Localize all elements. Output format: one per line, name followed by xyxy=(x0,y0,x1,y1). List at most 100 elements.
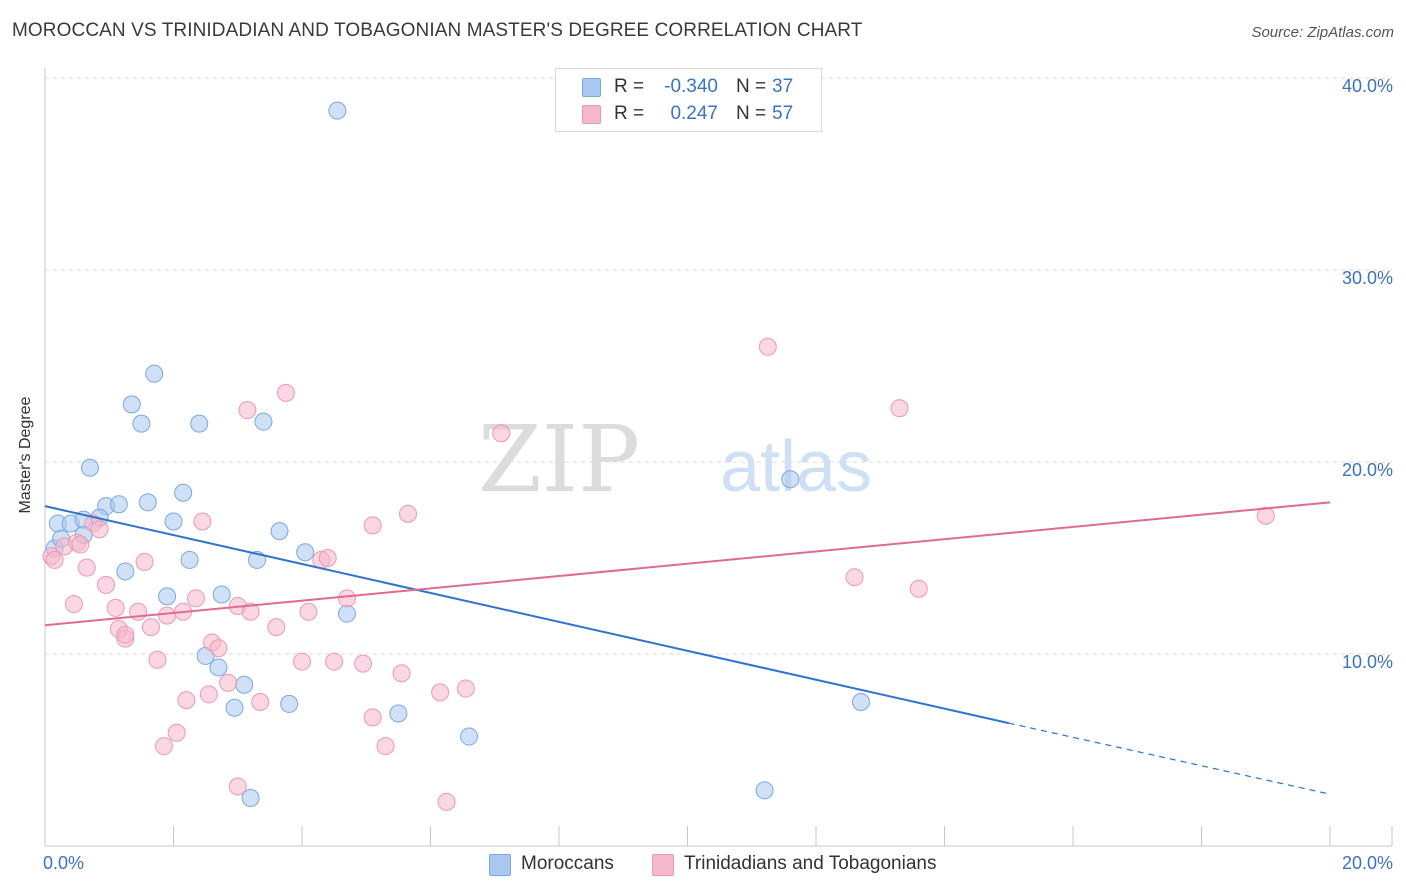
trinidadian-point xyxy=(492,424,511,443)
moroccan-point xyxy=(235,675,254,694)
trinidadian-point xyxy=(71,535,90,554)
moroccan-point xyxy=(781,470,800,489)
moroccan-point xyxy=(138,493,157,512)
moroccan-point xyxy=(158,587,177,606)
trinidadian-point xyxy=(354,654,373,673)
moroccan-point xyxy=(212,585,231,604)
stats-n-label: N = xyxy=(736,103,767,124)
trinidadian-point xyxy=(890,399,909,418)
trinidadian-point xyxy=(293,652,311,671)
moroccan-point xyxy=(280,694,299,713)
stats-r-label: R = xyxy=(614,103,645,124)
moroccan-point xyxy=(80,458,99,477)
trinidadian-point xyxy=(219,673,238,692)
trinidadian-point xyxy=(148,650,167,669)
tick-label-layer: 10.0% 20.0% 30.0% 40.0% 0.0% 20.0% xyxy=(43,76,1393,873)
trinidadian-point xyxy=(154,737,173,756)
trinidadian-point xyxy=(97,575,116,594)
trinidadian-point xyxy=(276,383,295,402)
trinidadian-point xyxy=(64,595,83,614)
trinidadian-point xyxy=(325,652,344,671)
moroccan-point xyxy=(109,495,128,514)
trinidadian-point xyxy=(909,579,928,598)
moroccan-trend-extension xyxy=(1008,722,1331,795)
moroccan-point xyxy=(122,395,141,414)
stats-r-label: R = xyxy=(614,76,645,97)
chart-title: MOROCCAN VS TRINIDADIAN AND TOBAGONIAN M… xyxy=(12,20,863,41)
trinidadian-point xyxy=(193,512,212,531)
watermark-zip: ZIP xyxy=(478,406,640,513)
stats-n-label: N = xyxy=(736,76,767,97)
moroccan-point xyxy=(460,727,479,746)
moroccan-point xyxy=(296,543,315,562)
moroccan-point xyxy=(209,658,228,677)
trinidadian-point xyxy=(318,549,337,567)
trinidadian-point xyxy=(376,737,395,756)
points-layer xyxy=(42,101,1275,811)
trinidadian-point xyxy=(251,693,270,711)
stats-swatch-pink xyxy=(582,105,601,124)
moroccan-point xyxy=(241,789,260,807)
moroccan-point xyxy=(755,781,774,800)
trinidadian-point xyxy=(142,618,161,637)
moroccan-point xyxy=(851,693,870,711)
moroccan-point xyxy=(132,414,151,433)
trinidadian-point xyxy=(135,552,154,571)
trinidadian-point xyxy=(456,679,475,698)
watermark-atlas: atlas xyxy=(720,427,872,507)
moroccan-point xyxy=(328,101,347,120)
trinidadian-point xyxy=(238,401,257,420)
trinidadian-point xyxy=(758,337,777,356)
trinidadian-point xyxy=(267,618,286,637)
y-tick-label: 30.0% xyxy=(1342,268,1393,288)
trinidadian-point xyxy=(116,625,135,644)
trinidadian-point xyxy=(337,589,356,608)
moroccan-point xyxy=(145,364,164,383)
stats-n-value: 37 xyxy=(772,76,794,97)
trinidadian-point xyxy=(241,602,260,621)
trinidadian-point xyxy=(299,602,318,621)
trinidadian-point xyxy=(363,516,382,535)
moroccan-trend-line xyxy=(44,505,1009,725)
stats-row-trinidadians: R = 0.247 N = 57 xyxy=(556,102,821,126)
trinidadian-point xyxy=(209,639,228,658)
trinidadian-point xyxy=(45,550,64,569)
y-tick-label: 40.0% xyxy=(1342,76,1393,96)
x-tick-label-min: 0.0% xyxy=(43,853,84,873)
y-tick-label: 10.0% xyxy=(1342,652,1393,672)
stats-box: R = -0.340 N = 37 R = 0.247 N = 57 xyxy=(555,68,822,132)
moroccan-point xyxy=(180,550,199,569)
trinidadian-point xyxy=(186,589,205,608)
moroccan-point xyxy=(389,704,408,723)
trinidadian-point xyxy=(1256,506,1275,525)
x-tick-label-max: 20.0% xyxy=(1342,853,1393,873)
legend-label: Moroccans xyxy=(521,853,614,874)
legend-label: Trinidadians and Tobagonians xyxy=(684,853,937,874)
trinidadian-trend-line xyxy=(44,501,1331,627)
moroccan-point xyxy=(225,698,244,717)
trinidadian-point xyxy=(399,504,418,523)
trinidadian-point xyxy=(392,664,411,683)
trinidadian-point xyxy=(199,685,218,704)
trinidadian-point xyxy=(167,723,186,742)
moroccan-point xyxy=(190,414,209,433)
moroccan-point xyxy=(174,483,193,502)
watermark: ZIP atlas xyxy=(478,406,872,513)
legend-swatch-pink xyxy=(652,854,674,876)
trinidadian-point xyxy=(77,558,96,577)
trinidadian-point xyxy=(363,708,382,727)
trend-layer xyxy=(44,501,1331,795)
stats-n-value: 57 xyxy=(772,103,794,124)
stats-swatch-blue xyxy=(582,78,601,97)
moroccan-point xyxy=(116,562,135,581)
trinidadian-point xyxy=(431,683,450,702)
moroccan-point xyxy=(337,604,356,623)
stats-r-value: -0.340 xyxy=(664,76,718,97)
stats-row-moroccans: R = -0.340 N = 37 xyxy=(556,75,821,99)
moroccan-point xyxy=(164,512,183,531)
trinidadian-point xyxy=(90,520,109,539)
source-label: Source: ZipAtlas.com xyxy=(1251,24,1394,41)
legend-swatch-blue xyxy=(489,854,511,876)
y-tick-label: 20.0% xyxy=(1342,460,1393,480)
